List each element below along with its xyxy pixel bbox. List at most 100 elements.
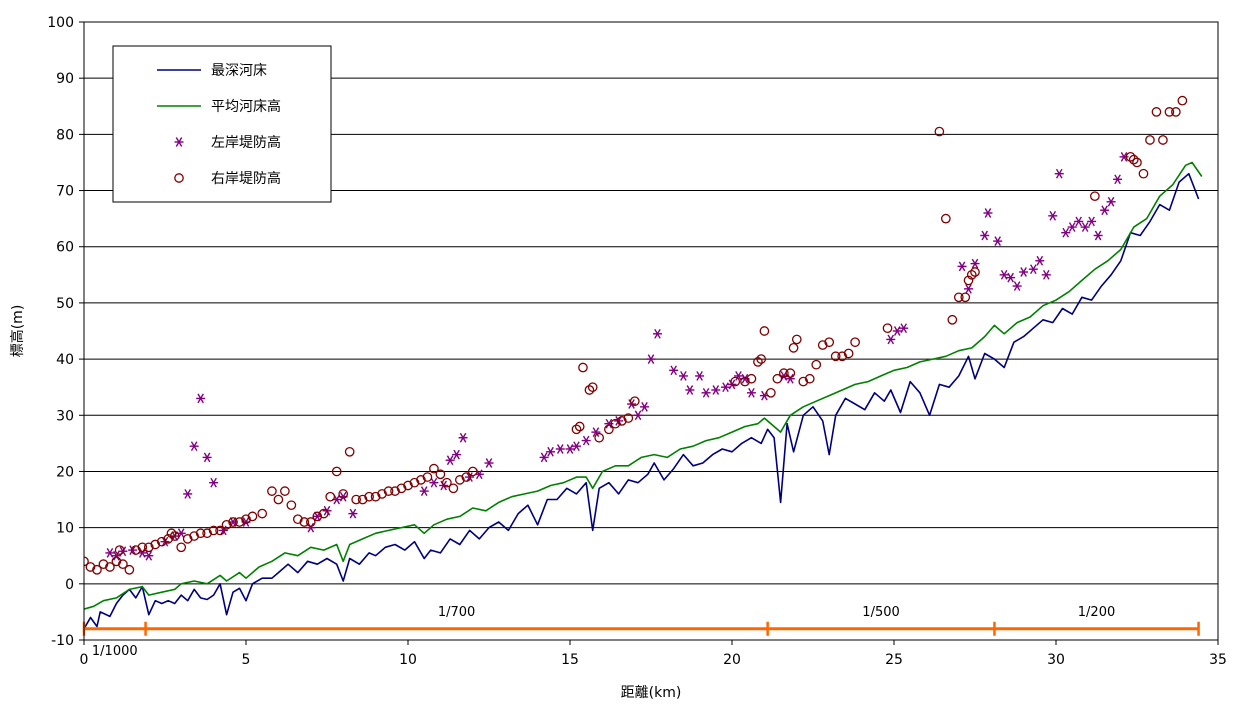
data-point [791,334,802,345]
data-point [331,466,342,477]
data-point [578,362,588,373]
data-point [118,559,128,570]
data-point [581,435,591,446]
asterisk-stroke [1030,264,1037,275]
asterisk-stroke [139,548,146,558]
series-4 [84,95,1188,575]
asterisk-stroke [349,508,357,519]
data-point [150,539,161,550]
data-point [445,455,455,466]
data-point [1106,196,1116,207]
data-point [280,486,290,496]
data-point [1090,191,1100,202]
data-point [850,337,860,348]
asterisk-stroke [145,550,153,561]
asterisk-stroke [670,365,677,376]
data-point [209,477,219,488]
data-point [785,373,795,384]
legend-label: 右岸堤防高 [211,170,281,187]
data-point [882,323,893,334]
data-point [953,292,964,303]
asterisk-stroke [113,550,120,561]
asterisk-stroke [184,489,191,499]
data-point [221,519,232,530]
data-point [403,480,413,491]
data-point [1012,281,1022,291]
legend-item: 最深河床 [157,63,267,79]
asterisk-stroke [1114,174,1121,185]
y-tick-label: 80 [56,127,74,143]
data-point [195,528,206,539]
data-point [92,564,102,575]
data-point [740,376,750,387]
asterisk-stroke [654,328,661,339]
asterisk-stroke [475,469,483,480]
data-point [759,326,770,336]
data-point [766,387,776,398]
asterisk-stroke [887,334,895,345]
legend-label: 平均河床高 [211,98,281,115]
y-tick-label: 20 [56,464,74,480]
x-tick-label: 0 [80,652,89,668]
asterisk-stroke [220,525,227,536]
asterisk-stroke [634,410,642,421]
legend-swatch-marker [174,137,184,147]
data-point [241,514,251,525]
data-point [1177,95,1188,106]
data-point [144,550,154,561]
asterisk-stroke [981,230,989,241]
asterisk-stroke [1068,222,1076,232]
data-point [325,491,336,502]
x-tick-label: 20 [723,652,741,668]
data-point [111,550,121,561]
asterisk-stroke [573,441,580,452]
data-point [837,351,848,362]
data-point [1138,168,1149,179]
asterisk-stroke [485,458,493,468]
data-point [312,511,323,522]
data-point [111,556,122,567]
data-point [452,449,462,460]
data-point [1113,174,1123,185]
data-point [85,562,96,572]
asterisk-stroke [1049,210,1057,221]
data-point [633,410,643,421]
data-point [1080,222,1090,232]
asterisk-stroke [1062,227,1070,238]
y-tick-label: 0 [65,577,74,593]
data-point [1125,151,1136,162]
asterisk-stroke [893,326,901,336]
data-point [257,508,268,519]
data-point [886,334,896,345]
legend-box [112,45,332,203]
data-point [176,542,187,553]
data-point [1132,157,1142,168]
legend-label: 左岸堤防高 [211,134,281,151]
data-point [594,432,605,443]
asterisk-stroke [900,323,908,334]
data-point [247,511,258,522]
data-point [1171,107,1181,117]
data-point [189,531,200,541]
data-point [1006,272,1016,283]
data-point [189,441,199,452]
data-point [940,213,951,224]
data-point [610,418,621,429]
series-1 [84,172,1200,630]
data-point [640,401,650,412]
x-tick-label: 5 [242,652,251,668]
data-point [318,508,329,519]
data-point [1158,135,1168,145]
asterisk-stroke [1055,168,1063,179]
series-line [84,161,1203,610]
legend-label: 最深河床 [211,63,267,79]
series-3 [105,151,1129,561]
asterisk-stroke [566,444,574,454]
series-2 [84,161,1203,610]
legend-item: 平均河床高 [157,98,281,115]
axis-layer: -10 0 10 20 30 40 50 60 70 80 90 100 0 5 10 15 20 25 30 35 [47,15,1227,668]
y-tick-label: 60 [56,240,74,256]
asterisk-stroke [197,393,204,404]
